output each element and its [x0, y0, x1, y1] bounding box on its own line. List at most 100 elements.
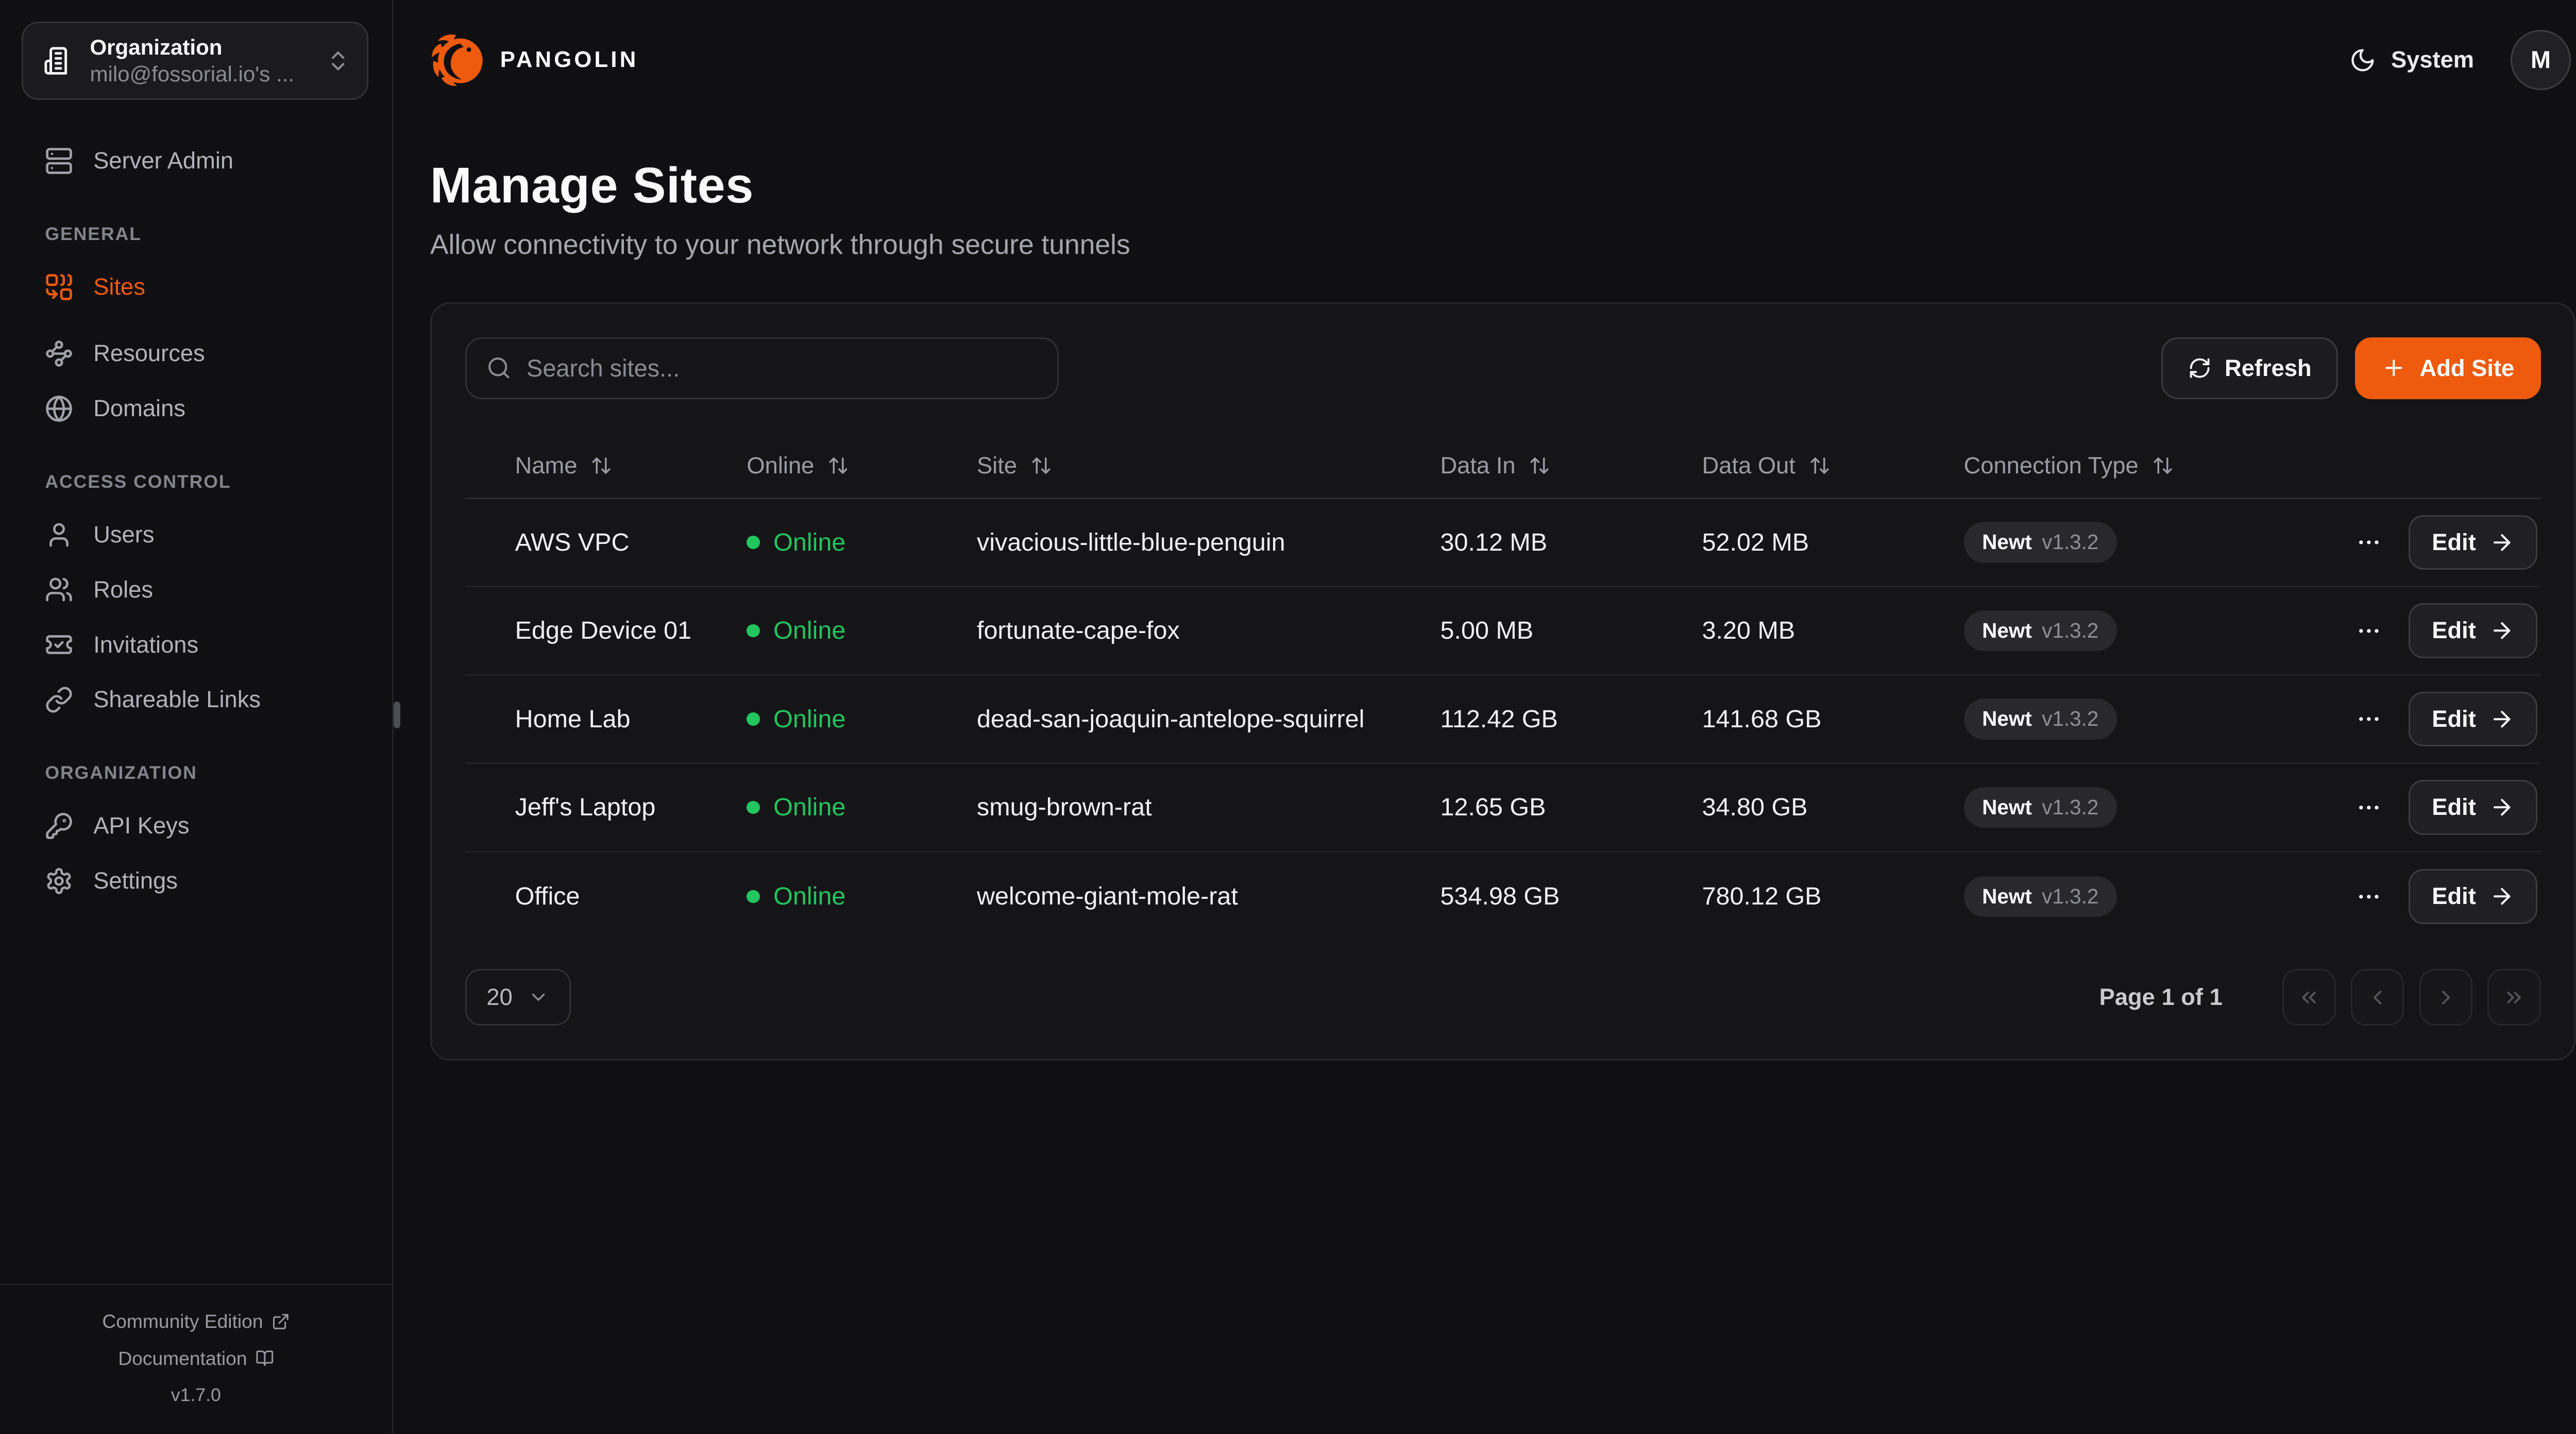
row-actions-menu-button[interactable] — [2349, 877, 2389, 917]
sidebar-item-label: Shareable Links — [93, 686, 261, 713]
sidebar-item-label: Users — [93, 521, 155, 548]
sites-toolbar: Refresh Add Site — [465, 337, 2541, 399]
avatar[interactable]: M — [2511, 30, 2571, 90]
row-actions-menu-button[interactable] — [2349, 522, 2389, 562]
edit-button[interactable]: Edit — [2409, 691, 2538, 747]
online-dot-icon — [747, 800, 760, 814]
sidebar-item-label: Settings — [93, 867, 178, 894]
row-actions-menu-button[interactable] — [2349, 699, 2389, 739]
row-actions: Edit — [2311, 515, 2541, 570]
chevrons-left-icon — [2297, 986, 2320, 1009]
sidebar-item-invitations[interactable]: Invitations — [23, 617, 368, 672]
chevron-right-icon — [2434, 986, 2458, 1009]
organization-label: Organization — [90, 35, 223, 59]
first-page-button[interactable] — [2282, 969, 2336, 1026]
online-dot-icon — [747, 712, 760, 726]
sidebar-item-label: Roles — [93, 576, 153, 603]
sidebar-resize-handle[interactable] — [393, 702, 400, 729]
edit-button[interactable]: Edit — [2409, 603, 2538, 658]
sidebar-item-roles[interactable]: Roles — [23, 562, 368, 618]
data-out-value: 780.12 GB — [1702, 882, 1822, 911]
connection-type-badge: Newt v1.3.2 — [1963, 876, 2117, 917]
sort-icon — [1809, 455, 1831, 476]
status-badge: Online — [747, 616, 977, 645]
table-row: Office Online welcome-giant-mole-rat 534… — [465, 852, 2541, 941]
arrow-right-icon — [2489, 618, 2515, 643]
column-header-site[interactable]: Site — [977, 452, 1440, 479]
row-actions: Edit — [2311, 691, 2541, 747]
globe-icon — [45, 395, 73, 423]
sites-table: Name Online Site Data In Data Out Connec… — [465, 434, 2541, 941]
last-page-button[interactable] — [2487, 969, 2541, 1026]
arrow-right-icon — [2489, 795, 2515, 820]
ellipsis-icon — [2355, 529, 2382, 556]
table-row: Home Lab Online dead-san-joaquin-antelop… — [465, 676, 2541, 764]
sidebar-item-resources[interactable]: Resources — [23, 326, 368, 381]
moon-icon — [2349, 47, 2376, 74]
search-input[interactable] — [527, 354, 1037, 382]
data-out-value: 141.68 GB — [1702, 705, 1822, 733]
page-status: Page 1 of 1 — [2099, 984, 2223, 1011]
organization-value: milo@fossorial.io's ... — [90, 62, 294, 87]
organization-switcher[interactable]: Organization milo@fossorial.io's ... — [22, 22, 369, 100]
data-in-value: 30.12 MB — [1440, 528, 1548, 556]
status-badge: Online — [747, 882, 977, 911]
row-actions-menu-button[interactable] — [2349, 611, 2389, 651]
sidebar-item-users[interactable]: Users — [23, 507, 368, 562]
page-size-select[interactable]: 20 — [465, 969, 571, 1026]
sidebar-footer: Community Edition Documentation v1.7.0 — [0, 1283, 392, 1433]
next-page-button[interactable] — [2419, 969, 2473, 1026]
user-icon — [45, 521, 73, 549]
waypoints-icon — [45, 339, 73, 368]
sidebar-item-settings[interactable]: Settings — [23, 853, 368, 909]
column-header-data-out[interactable]: Data Out — [1702, 452, 1964, 479]
site-slug: dead-san-joaquin-antelope-squirrel — [976, 705, 1365, 733]
edit-button[interactable]: Edit — [2409, 780, 2538, 835]
connection-type-badge: Newt v1.3.2 — [1963, 698, 2117, 740]
sidebar-heading-access-control: ACCESS CONTROL — [45, 471, 231, 492]
ellipsis-icon — [2355, 618, 2382, 644]
data-in-value: 534.98 GB — [1440, 882, 1560, 911]
ellipsis-icon — [2355, 794, 2382, 821]
edit-button[interactable]: Edit — [2409, 869, 2538, 924]
theme-toggle[interactable]: System — [2349, 46, 2474, 73]
sidebar-item-api-keys[interactable]: API Keys — [23, 798, 368, 853]
refresh-button[interactable]: Refresh — [2161, 337, 2338, 399]
sidebar-item-server-admin[interactable]: Server Admin — [23, 133, 368, 189]
add-site-button[interactable]: Add Site — [2354, 337, 2541, 399]
column-header-online[interactable]: Online — [747, 452, 977, 479]
sort-icon — [590, 455, 612, 476]
ticket-check-icon — [45, 630, 73, 659]
table-row: Jeff's Laptop Online smug-brown-rat 12.6… — [465, 764, 2541, 852]
column-header-connection-type[interactable]: Connection Type — [1964, 452, 2311, 479]
arrow-right-icon — [2489, 707, 2515, 732]
previous-page-button[interactable] — [2350, 969, 2404, 1026]
row-actions: Edit — [2311, 780, 2541, 835]
sidebar-item-label: Server Admin — [93, 147, 234, 174]
version-label: v1.7.0 — [171, 1384, 221, 1405]
row-actions-menu-button[interactable] — [2349, 788, 2389, 828]
edit-button[interactable]: Edit — [2409, 515, 2538, 570]
page-subtitle: Allow connectivity to your network throu… — [430, 230, 1130, 261]
sidebar-item-domains[interactable]: Domains — [23, 381, 368, 436]
page-content: Manage Sites Allow connectivity to your … — [394, 120, 2576, 1061]
users-icon — [45, 575, 73, 604]
arrow-right-icon — [2489, 530, 2515, 555]
gear-icon — [45, 867, 73, 895]
sidebar-item-shareable-links[interactable]: Shareable Links — [23, 672, 368, 727]
organization-texts: Organization milo@fossorial.io's ... — [90, 34, 309, 88]
connection-type-badge: Newt v1.3.2 — [1963, 522, 2117, 563]
status-badge: Online — [747, 528, 977, 557]
chevrons-right-icon — [2502, 986, 2526, 1009]
combine-icon — [45, 273, 73, 301]
brand-name: PANGOLIN — [500, 47, 639, 73]
documentation-link[interactable]: Documentation — [118, 1340, 274, 1377]
sidebar-item-sites[interactable]: Sites — [23, 260, 368, 315]
brand-logo[interactable]: PANGOLIN — [430, 32, 639, 88]
column-header-name[interactable]: Name — [465, 452, 747, 479]
table-row: Edge Device 01 Online fortunate-cape-fox… — [465, 587, 2541, 676]
community-edition-link[interactable]: Community Edition — [102, 1303, 290, 1340]
column-header-data-in[interactable]: Data In — [1440, 452, 1702, 479]
site-slug: fortunate-cape-fox — [976, 617, 1180, 645]
